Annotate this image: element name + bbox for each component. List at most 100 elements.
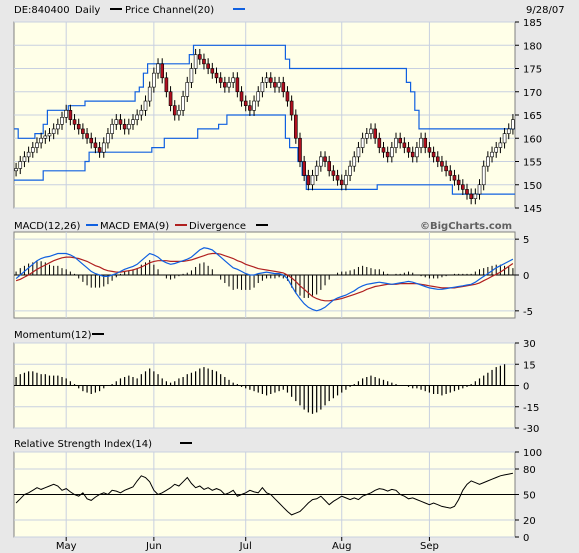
candle-body bbox=[110, 124, 114, 134]
candle-body bbox=[156, 63, 160, 74]
momentum-legend-label: Momentum(12) bbox=[14, 330, 92, 341]
candle-body bbox=[277, 82, 281, 88]
price-y-tick-labels: 145 150 155 160 165 170 175 180 185 bbox=[523, 18, 542, 215]
candle-body bbox=[348, 165, 352, 176]
candle-body bbox=[160, 63, 165, 79]
candle-body bbox=[511, 119, 515, 130]
momentum-marks bbox=[14, 364, 515, 414]
macd-marks bbox=[14, 247, 515, 312]
y-tick-label: 0 bbox=[523, 382, 529, 393]
candle-body bbox=[456, 179, 461, 186]
y-tick-label: -15 bbox=[523, 403, 539, 414]
candle-body bbox=[431, 151, 436, 158]
candle-body bbox=[243, 100, 248, 107]
candle-body bbox=[168, 91, 173, 106]
candle-body bbox=[314, 165, 319, 176]
chart-date: 9/28/07 bbox=[526, 5, 565, 16]
candle-body bbox=[402, 142, 407, 148]
candle-body bbox=[193, 54, 198, 69]
candle-body bbox=[152, 72, 156, 88]
y-tick-label: 185 bbox=[523, 18, 542, 29]
candle-body bbox=[285, 91, 290, 102]
y-tick-label: 165 bbox=[523, 111, 542, 122]
candle-body bbox=[97, 147, 102, 153]
candle-body bbox=[390, 147, 394, 158]
y-tick-label: 30 bbox=[523, 339, 536, 350]
candle-body bbox=[477, 184, 482, 195]
candle-body bbox=[394, 137, 398, 148]
candle-body bbox=[131, 119, 135, 125]
momentum-y-tick-labels: 30 15 0 -15 -30 bbox=[523, 339, 539, 435]
candle-body bbox=[344, 175, 348, 186]
candle-body bbox=[147, 86, 152, 102]
candle-body bbox=[352, 156, 357, 167]
candle-body bbox=[465, 189, 469, 195]
rsi-y-tick-labels: 100 80 50 20 0 bbox=[523, 448, 542, 544]
candle-body bbox=[306, 175, 311, 186]
price-channel-upper-line bbox=[14, 44, 515, 139]
candle-body bbox=[76, 124, 81, 130]
candle-body bbox=[264, 77, 269, 83]
candle-body bbox=[364, 133, 369, 139]
candle-body bbox=[360, 137, 365, 148]
macd-ema-line bbox=[15, 252, 514, 302]
candle-body bbox=[81, 128, 85, 134]
chart-symbol: DE:840400 bbox=[14, 5, 70, 16]
candle-body bbox=[423, 137, 428, 148]
candle-body bbox=[85, 133, 89, 139]
candle-body bbox=[273, 82, 277, 88]
candle-body bbox=[490, 151, 494, 158]
candle-body bbox=[473, 193, 478, 200]
y-tick-label: 150 bbox=[523, 181, 542, 192]
candle-body bbox=[93, 142, 98, 148]
x-tick-label: Jun bbox=[145, 541, 162, 552]
candle-body bbox=[18, 161, 23, 169]
candle-body bbox=[461, 184, 465, 190]
x-tick-label: Sep bbox=[420, 541, 439, 552]
candle-body bbox=[319, 156, 323, 167]
y-tick-label: 145 bbox=[523, 204, 542, 215]
candle-body bbox=[181, 96, 185, 111]
candle-body bbox=[327, 161, 332, 172]
candle-body bbox=[289, 100, 294, 116]
candle-body bbox=[406, 147, 411, 153]
candle-body bbox=[101, 142, 106, 153]
candle-body bbox=[369, 128, 373, 134]
candle-body bbox=[68, 110, 73, 120]
macd-y-tick-labels: 5 0 -5 bbox=[523, 235, 533, 318]
candle-body bbox=[298, 137, 302, 162]
candle-body bbox=[43, 135, 48, 139]
candle-body bbox=[118, 119, 123, 125]
candle-body bbox=[302, 161, 306, 176]
y-tick-label: 100 bbox=[523, 448, 542, 459]
candle-body bbox=[235, 77, 240, 93]
candle-body bbox=[469, 193, 473, 200]
candle-body bbox=[498, 142, 503, 148]
y-tick-label: 80 bbox=[523, 465, 536, 476]
candle-body bbox=[172, 105, 177, 116]
y-tick-label: -30 bbox=[523, 424, 539, 435]
candle-body bbox=[335, 175, 340, 181]
candle-body bbox=[506, 128, 511, 134]
candle-body bbox=[373, 128, 377, 139]
candle-body bbox=[248, 105, 252, 111]
x-tick-label: Aug bbox=[332, 541, 352, 552]
candle-body bbox=[481, 165, 486, 186]
candle-body bbox=[268, 77, 273, 83]
candle-body bbox=[256, 91, 261, 102]
candle-body bbox=[419, 137, 423, 148]
candle-body bbox=[218, 77, 223, 83]
candle-body bbox=[14, 168, 18, 172]
x-tick-label: May bbox=[56, 541, 77, 552]
candle-body bbox=[502, 133, 507, 144]
candle-body bbox=[239, 91, 244, 102]
candle-body bbox=[398, 137, 402, 144]
candle-body bbox=[260, 82, 265, 93]
candle-body bbox=[35, 142, 39, 148]
x-axis-tick-labels: May Jun Jul Aug Sep bbox=[56, 537, 439, 552]
candle-body bbox=[51, 128, 56, 134]
y-tick-label: 50 bbox=[523, 491, 536, 502]
y-tick-label: 180 bbox=[523, 41, 542, 52]
y-tick-label: 160 bbox=[523, 134, 542, 145]
candle-body bbox=[47, 133, 52, 137]
